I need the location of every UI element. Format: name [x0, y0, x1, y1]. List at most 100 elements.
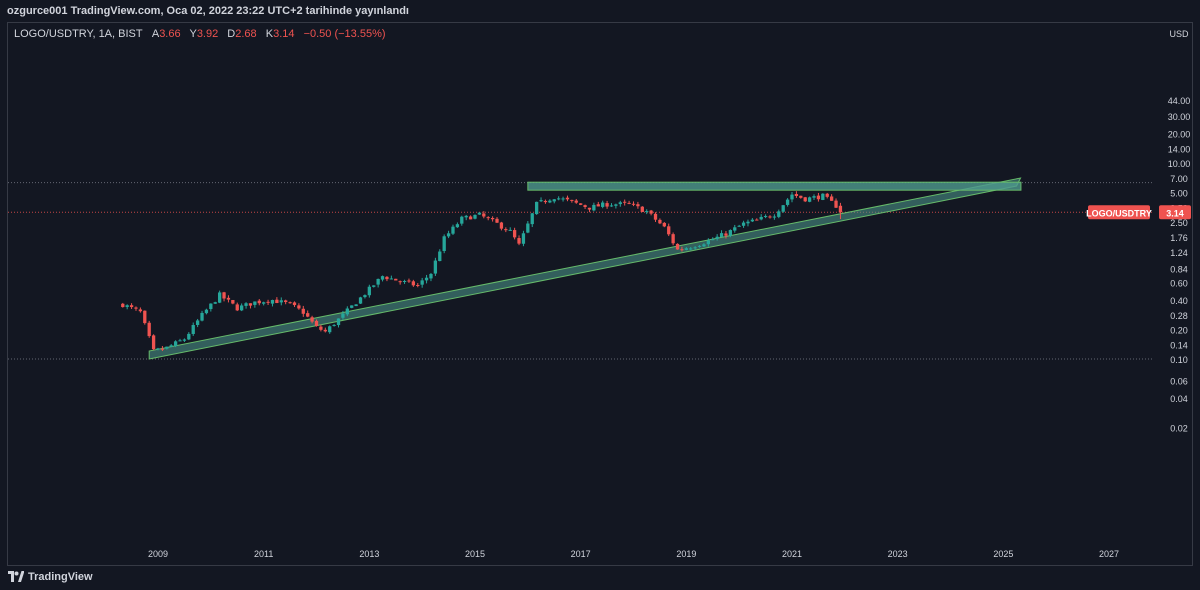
candle-body	[350, 305, 354, 308]
candle-body	[587, 207, 592, 210]
candle-body	[420, 280, 424, 285]
candle-body	[574, 200, 578, 203]
candle	[495, 217, 499, 224]
candle-body	[187, 333, 191, 340]
candle	[821, 193, 825, 201]
candle-body	[204, 309, 209, 314]
candle	[702, 243, 706, 247]
candle	[517, 235, 521, 246]
candle-body	[341, 313, 345, 318]
candle	[781, 204, 785, 213]
legend-symbol: LOGO/USDTRY, 1A, BIST	[14, 28, 143, 40]
candle-body	[636, 204, 640, 207]
tradingview-logo[interactable]: TradingView	[8, 571, 93, 583]
candle	[336, 318, 341, 328]
candle	[658, 218, 662, 225]
candle-body	[592, 204, 596, 211]
x-tick-label: 2019	[676, 549, 696, 559]
candle-body	[438, 251, 442, 262]
candle-body	[288, 302, 292, 304]
candle	[636, 201, 640, 209]
candle	[275, 297, 279, 304]
candle-body	[825, 193, 829, 197]
candle	[460, 215, 464, 226]
candle-body	[486, 217, 490, 219]
candle-body	[579, 203, 583, 205]
candle	[772, 214, 777, 220]
candle	[631, 201, 636, 207]
candle	[301, 305, 305, 317]
candle-body	[328, 326, 332, 333]
candle-body	[165, 346, 169, 349]
candle-body	[667, 226, 671, 235]
candle	[601, 200, 605, 209]
candle-body	[482, 213, 486, 217]
candle-body	[314, 320, 319, 327]
candle	[825, 192, 829, 199]
candle-body	[468, 216, 473, 220]
candle	[446, 230, 451, 239]
candle-body	[671, 234, 675, 244]
candle	[561, 196, 565, 202]
candle-body	[129, 305, 134, 308]
candle-body	[653, 213, 658, 220]
candle-body	[398, 281, 402, 283]
legend-high-label: Y	[189, 28, 197, 40]
candle-layer	[121, 191, 843, 352]
candle	[328, 325, 332, 334]
candle	[345, 306, 349, 317]
candle	[292, 301, 297, 307]
candle-body	[799, 195, 803, 198]
candle-body	[521, 233, 526, 244]
candle	[398, 280, 402, 285]
candle	[385, 276, 389, 282]
candle-body	[125, 305, 129, 307]
x-tick-label: 2023	[888, 549, 908, 559]
candle	[689, 247, 693, 251]
candle-body	[724, 233, 728, 236]
candle-body	[733, 227, 737, 231]
x-tick-label: 2015	[465, 549, 485, 559]
candle	[173, 340, 178, 348]
candle	[288, 301, 292, 304]
candle-body	[275, 299, 279, 304]
candle-body	[235, 304, 239, 311]
candle-body	[689, 248, 693, 250]
candle-body	[816, 195, 821, 200]
candle	[354, 304, 358, 307]
candle	[407, 278, 411, 283]
candle-body	[310, 317, 314, 322]
candle-body	[517, 238, 521, 244]
candle-body	[504, 229, 508, 231]
candle	[675, 243, 680, 250]
candle	[741, 220, 746, 228]
candle-body	[539, 200, 543, 202]
candle-body	[336, 318, 341, 326]
candle-body	[319, 326, 323, 330]
candle	[165, 346, 169, 350]
candle-body	[464, 215, 468, 218]
candle	[182, 338, 187, 343]
y-tick-label: 1.24	[1170, 248, 1188, 258]
candle	[653, 212, 658, 222]
candle	[490, 216, 495, 222]
candle-body	[416, 284, 420, 286]
candle	[587, 207, 592, 213]
candle-body	[402, 281, 407, 283]
candle-body	[451, 226, 455, 234]
candle-body	[209, 303, 213, 310]
candle	[512, 227, 517, 240]
candle-body	[548, 200, 552, 203]
candle	[306, 310, 310, 318]
candle	[129, 303, 134, 309]
candle	[134, 306, 138, 311]
candle-body	[534, 201, 539, 215]
candle	[534, 201, 539, 215]
candle	[284, 299, 288, 305]
candle-body	[160, 348, 165, 350]
price-chart[interactable]: 44.0030.0020.0014.0010.007.005.003.502.5…	[8, 23, 1192, 565]
candle	[803, 196, 807, 203]
candle	[592, 202, 596, 212]
candle-body	[794, 194, 799, 196]
candle	[618, 200, 622, 207]
